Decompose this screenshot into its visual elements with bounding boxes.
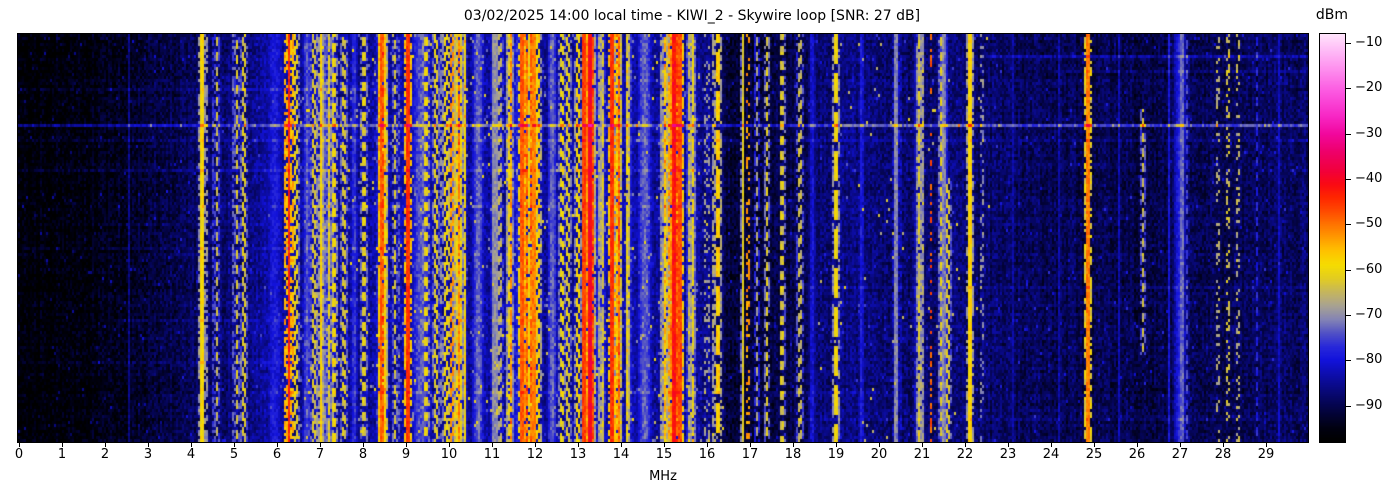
x-tick-mark [664,443,665,447]
x-tick-mark [707,443,708,447]
spectrogram-heatmap [18,34,1308,442]
x-tick-label: 17 [741,447,759,462]
x-tick-label: 20 [870,447,888,462]
x-tick-label: 5 [229,447,239,462]
colorbar-tick-label: −30 [1355,126,1383,141]
x-tick-mark [492,443,493,447]
colorbar-tick-mark [1346,224,1351,225]
x-tick-label: 19 [827,447,845,462]
x-tick-label: 3 [143,447,153,462]
colorbar-tick-mark [1346,360,1351,361]
colorbar-tick-mark [1346,134,1351,135]
x-tick-mark [406,443,407,447]
x-tick-label: 6 [272,447,282,462]
x-tick-mark [1266,443,1267,447]
x-tick-label: 9 [401,447,411,462]
x-tick-mark [105,443,106,447]
x-tick-label: 1 [57,447,67,462]
colorbar-title: dBm [1315,7,1349,23]
colorbar-tick-mark [1346,270,1351,271]
x-tick-mark [148,443,149,447]
colorbar-tick-label: −90 [1355,398,1383,413]
x-tick-label: 22 [956,447,974,462]
x-tick-label: 25 [1085,447,1103,462]
x-tick-mark [320,443,321,447]
colorbar-gradient [1320,34,1345,442]
x-tick-label: 14 [612,447,630,462]
colorbar-tick-mark [1346,179,1351,180]
x-tick-mark [1137,443,1138,447]
colorbar-tick-mark [1346,43,1351,44]
x-tick-mark [449,443,450,447]
x-tick-label: 16 [698,447,716,462]
x-tick-mark [1094,443,1095,447]
x-tick-label: 10 [440,447,458,462]
x-tick-mark [621,443,622,447]
colorbar-tick-label: −70 [1355,307,1383,322]
colorbar-tick-label: −20 [1355,80,1383,95]
colorbar-tick-mark [1346,315,1351,316]
x-tick-label: 12 [526,447,544,462]
colorbar-tick-label: −50 [1355,216,1383,231]
x-tick-label: 15 [655,447,673,462]
x-tick-mark [750,443,751,447]
x-tick-mark [1051,443,1052,447]
x-tick-label: 24 [1042,447,1060,462]
chart-title: 03/02/2025 14:00 local time - KIWI_2 - S… [463,8,921,24]
colorbar-tick-mark [1346,88,1351,89]
x-tick-mark [965,443,966,447]
x-tick-label: 21 [913,447,931,462]
x-axis-label: MHz [649,469,677,484]
x-tick-label: 13 [569,447,587,462]
colorbar [1319,33,1346,443]
colorbar-tick-mark [1346,406,1351,407]
x-tick-label: 7 [315,447,325,462]
x-tick-mark [793,443,794,447]
x-tick-mark [277,443,278,447]
x-tick-mark [535,443,536,447]
colorbar-tick-label: −80 [1355,352,1383,367]
x-tick-mark [922,443,923,447]
x-tick-label: 29 [1257,447,1275,462]
x-tick-label: 23 [999,447,1017,462]
x-tick-mark [363,443,364,447]
x-tick-mark [1223,443,1224,447]
plot-area [17,33,1309,443]
x-tick-mark [191,443,192,447]
x-tick-label: 8 [358,447,368,462]
x-tick-label: 0 [14,447,24,462]
x-tick-mark [1180,443,1181,447]
x-tick-label: 28 [1214,447,1232,462]
x-tick-mark [1008,443,1009,447]
x-tick-mark [836,443,837,447]
x-tick-label: 18 [784,447,802,462]
colorbar-tick-label: −40 [1355,171,1383,186]
colorbar-tick-label: −10 [1355,35,1383,50]
x-tick-label: 27 [1171,447,1189,462]
colorbar-tick-label: −60 [1355,262,1383,277]
x-tick-mark [62,443,63,447]
x-tick-label: 26 [1128,447,1146,462]
x-tick-mark [234,443,235,447]
x-tick-mark [19,443,20,447]
x-tick-label: 11 [483,447,501,462]
x-tick-mark [578,443,579,447]
x-tick-label: 4 [186,447,196,462]
x-tick-label: 2 [100,447,110,462]
x-tick-mark [879,443,880,447]
